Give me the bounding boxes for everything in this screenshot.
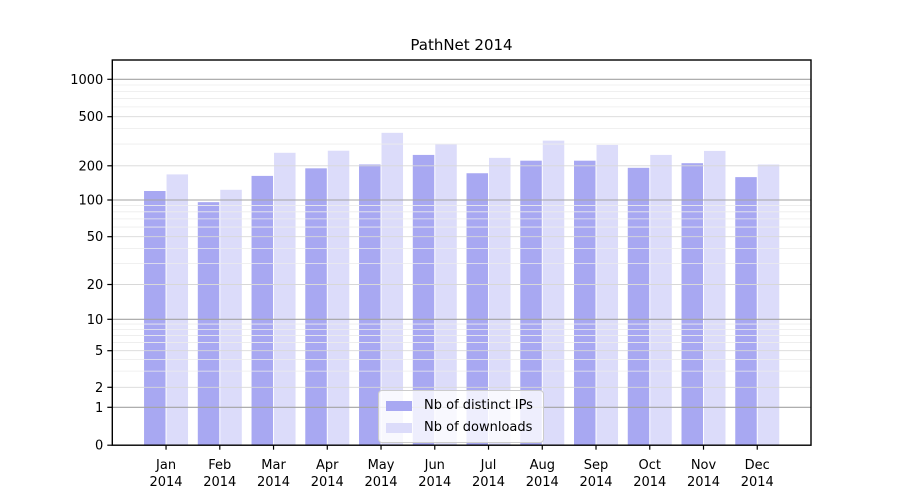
y-tick-label: 0: [95, 439, 103, 454]
y-tick-label: 5: [95, 344, 103, 359]
x-tick-label-year: 2014: [472, 475, 505, 490]
y-tick-label: 2: [95, 381, 103, 396]
x-tick-label-month: Nov: [691, 458, 717, 473]
x-tick-label-year: 2014: [418, 475, 451, 490]
y-tick-label: 500: [78, 110, 103, 125]
x-tick-label-year: 2014: [579, 475, 612, 490]
x-tick-label-month: Sep: [584, 458, 609, 473]
x-tick-label-year: 2014: [364, 475, 397, 490]
x-tick-label-year: 2014: [203, 475, 236, 490]
x-tick-label-month: Jul: [480, 458, 497, 473]
bar-distinct-ips-oct: [627, 167, 650, 446]
bar-distinct-ips-may: [359, 164, 381, 446]
x-tick-label-month: May: [368, 458, 395, 473]
x-tick-label-month: Oct: [639, 458, 661, 473]
x-tick-label-month: Feb: [208, 458, 231, 473]
legend-item: Nb of distinct IPs: [386, 397, 535, 414]
x-tick-label-month: Aug: [530, 458, 555, 473]
bar-downloads-jul: [489, 157, 511, 446]
bar-downloads-jun: [435, 144, 457, 446]
x-tick-label-month: Jun: [424, 458, 445, 473]
bar-distinct-ips-jun: [412, 154, 435, 446]
bar-downloads-aug: [542, 140, 565, 446]
legend-item: Nb of downloads: [386, 419, 535, 436]
x-tick-label-month: Mar: [261, 458, 286, 473]
plot-border: [111, 59, 812, 446]
x-tick-label-year: 2014: [526, 475, 559, 490]
y-tick-label: 200: [78, 159, 103, 174]
bar-distinct-ips-mar: [251, 175, 274, 446]
y-tick-label: 100: [78, 194, 103, 209]
x-tick-label-year: 2014: [633, 475, 666, 490]
bar-distinct-ips-jan: [144, 191, 166, 446]
bar-distinct-ips-jul: [466, 173, 489, 446]
bar-downloads-nov: [704, 150, 726, 446]
x-tick-label-year: 2014: [257, 475, 290, 490]
chart-title: PathNet 2014: [410, 36, 513, 54]
bar-distinct-ips-apr: [305, 168, 327, 446]
bar-downloads-mar: [274, 152, 296, 446]
x-tick-label-year: 2014: [149, 475, 182, 490]
bar-downloads-sep: [596, 144, 619, 446]
bar-downloads-apr: [327, 150, 350, 446]
bar-distinct-ips-nov: [681, 163, 704, 446]
x-tick-label-month: Apr: [316, 458, 339, 473]
y-tick-label: 1000: [70, 73, 103, 88]
legend: Nb of distinct IPs Nb of downloads: [378, 390, 544, 443]
bar-downloads-feb: [220, 189, 242, 446]
y-tick-label: 10: [87, 313, 104, 328]
bar-downloads-oct: [650, 154, 672, 446]
bar-downloads-jan: [166, 174, 189, 446]
bar-distinct-ips-aug: [520, 160, 542, 446]
legend-swatch-downloads: [386, 422, 412, 433]
x-tick-label-year: 2014: [741, 475, 774, 490]
legend-label: Nb of distinct IPs: [424, 398, 533, 413]
y-tick-label: 20: [87, 278, 104, 293]
bar-downloads-may: [381, 132, 404, 446]
x-tick-label-year: 2014: [687, 475, 720, 490]
x-tick-label-month: Dec: [745, 458, 770, 473]
x-tick-label-year: 2014: [311, 475, 344, 490]
bar-distinct-ips-dec: [735, 177, 757, 446]
bar-downloads-dec: [757, 164, 780, 446]
legend-label: Nb of downloads: [424, 420, 533, 435]
y-tick-label: 50: [87, 230, 104, 245]
legend-swatch-distinct-ips: [386, 400, 412, 411]
bar-distinct-ips-sep: [574, 160, 596, 446]
x-tick-label-month: Jan: [155, 458, 176, 473]
y-tick-label: 1: [95, 401, 103, 416]
